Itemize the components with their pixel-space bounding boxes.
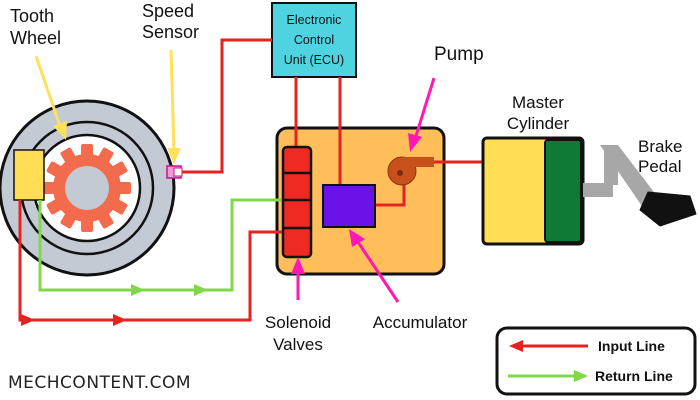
- pump-label: Pump: [434, 44, 484, 65]
- legend-box: [495, 326, 697, 396]
- legend-input-line-label: Input Line: [598, 338, 665, 354]
- brake-pedal-label-line-2: Pedal: [638, 157, 681, 176]
- ecu-label-line-2: Control: [294, 33, 334, 47]
- ecu-label-line-3: Unit (ECU): [284, 53, 344, 67]
- legend-return-line-label: Return Line: [595, 368, 673, 384]
- legend: Input Line Return Line: [495, 326, 697, 396]
- accumulator-label: Accumulator: [373, 313, 468, 332]
- ecu-box: [271, 2, 357, 78]
- return-line-arrowhead-2: [194, 284, 208, 296]
- solenoid-valves-label-line-1: Solenoid: [265, 313, 331, 332]
- pump: [387, 156, 434, 186]
- brake-pedal-label-line-1: Brake: [638, 137, 682, 156]
- master-cylinder-label-line-2: Cylinder: [507, 114, 570, 133]
- speed-sensor-label-line-1: Speed: [142, 1, 194, 21]
- accumulator: [322, 184, 376, 228]
- master-cylinder-label-line-1: Master: [512, 93, 564, 112]
- tooth-wheel-gear: [43, 144, 131, 232]
- brake-pedal: [583, 145, 697, 227]
- tooth-wheel-label-line-1: Tooth: [10, 6, 54, 26]
- brake-caliper: [13, 149, 45, 201]
- speed-sensor-label-line-2: Sensor: [142, 22, 199, 42]
- pointer-arrows: [34, 49, 436, 303]
- return-line-arrowhead: [131, 284, 145, 296]
- return-lines: [38, 198, 283, 292]
- input-lines: [18, 38, 483, 322]
- solenoid-valves-label-line-2: Valves: [273, 335, 323, 354]
- wheel-assembly: [0, 99, 183, 277]
- watermark: MECHCONTENT.COM: [8, 373, 191, 393]
- tooth-wheel-label-line-2: Wheel: [10, 28, 61, 48]
- solenoid-valves: [281, 145, 313, 259]
- master-cylinder-piston: [544, 139, 582, 243]
- input-line-arrowhead-end: [21, 314, 35, 326]
- input-line-arrowhead: [113, 314, 127, 326]
- ecu-label-line-1: Electronic: [287, 13, 342, 27]
